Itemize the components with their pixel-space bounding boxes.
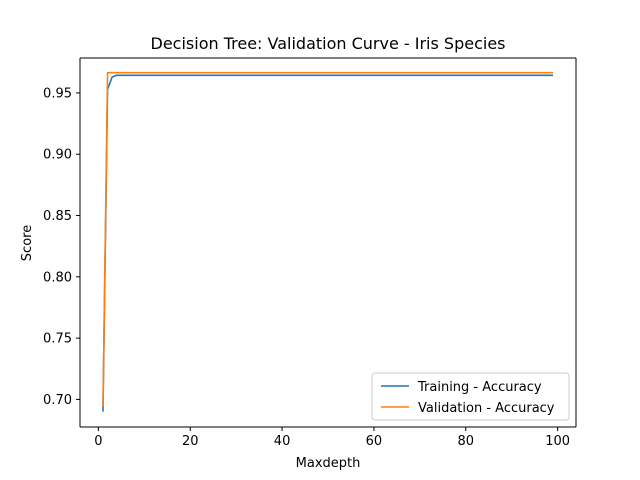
y-tick-label: 0.85 (43, 209, 72, 224)
x-tick-label: 0 (94, 434, 102, 449)
legend: Training - Accuracy Validation - Accuracy (371, 372, 570, 421)
x-tick-label: 100 (545, 434, 570, 449)
y-axis-label: Score (20, 225, 35, 261)
legend-box (371, 372, 570, 421)
legend-label: Validation - Accuracy (418, 401, 555, 416)
y-tick-label: 0.75 (43, 332, 72, 347)
x-axis-label: Maxdepth (296, 456, 361, 471)
series-line-validation (102, 71, 554, 407)
x-tick-label: 60 (366, 434, 383, 449)
x-axis-ticks: 0 20 40 60 80 100 (94, 427, 570, 449)
y-tick-label: 0.95 (43, 86, 72, 101)
legend-label: Training - Accuracy (417, 380, 542, 395)
x-tick-label: 40 (274, 434, 291, 449)
x-tick-label: 80 (458, 434, 475, 449)
y-tick-label: 0.70 (43, 393, 72, 408)
chart-title: Decision Tree: Validation Curve - Iris S… (151, 34, 506, 53)
y-tick-label: 0.80 (43, 270, 72, 285)
x-tick-label: 20 (182, 434, 199, 449)
plot-area (80, 58, 576, 427)
y-tick-label: 0.90 (43, 148, 72, 163)
y-axis-ticks: 0.70 0.75 0.80 0.85 0.90 0.95 (43, 86, 80, 408)
axes-frame (79, 57, 577, 428)
series-layer (102, 71, 554, 412)
